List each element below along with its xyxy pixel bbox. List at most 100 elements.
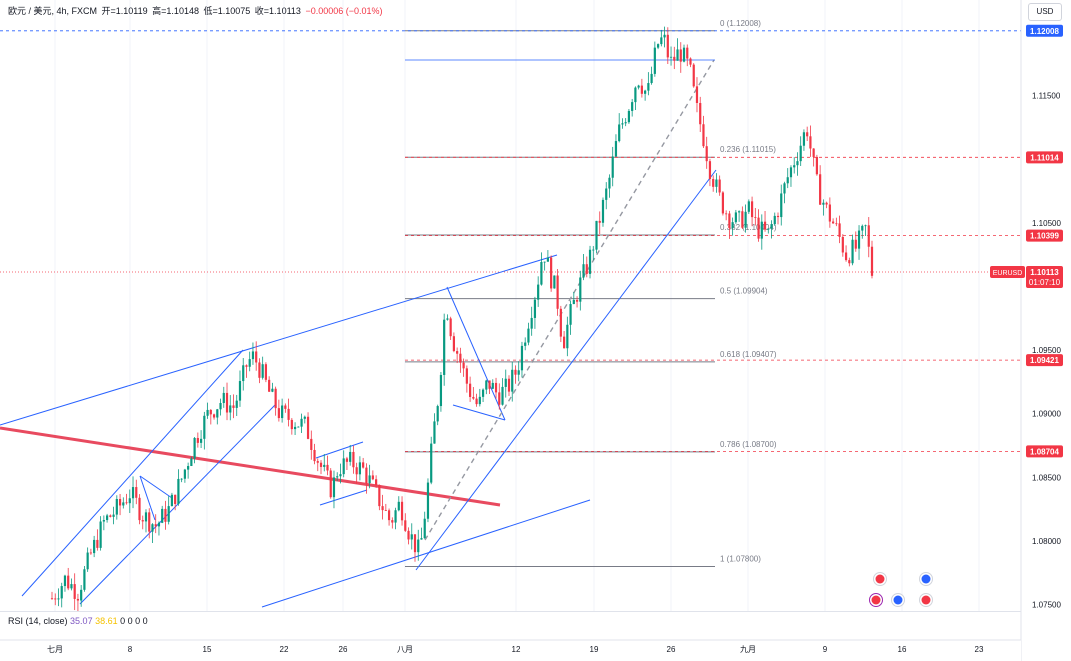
candle-body <box>504 378 507 387</box>
price-label-text: 1.12008 <box>1030 27 1059 36</box>
candle-body <box>329 470 332 498</box>
candle-body <box>456 351 459 354</box>
candle-body <box>57 598 60 600</box>
candle-body <box>161 508 164 523</box>
candle-body <box>494 382 498 393</box>
rising-channel-upper <box>21 349 244 597</box>
candle-body <box>870 246 874 276</box>
x-tick-label: 15 <box>203 645 212 654</box>
candle-body <box>443 319 446 375</box>
y-tick-label: 1.09000 <box>1032 410 1061 419</box>
candle-body <box>50 598 54 600</box>
candle-body <box>854 239 857 249</box>
candle-body <box>527 328 530 343</box>
candle-body <box>793 165 796 168</box>
rising-channel-lower <box>79 404 276 605</box>
y-tick-label: 1.08000 <box>1032 537 1061 546</box>
low-value: 低=1.10075 <box>203 6 251 16</box>
candle-body <box>258 362 261 378</box>
countdown-text: 01:07:10 <box>1029 278 1061 287</box>
candle-body <box>614 141 618 157</box>
event-flag-inner <box>921 595 931 605</box>
candle-body <box>293 426 297 430</box>
candle-body <box>520 345 524 371</box>
candle-body <box>465 368 468 384</box>
pane-divider[interactable] <box>0 611 1021 612</box>
candle-body <box>676 49 679 61</box>
event-flag-inner <box>893 595 903 605</box>
candle-body <box>806 132 809 137</box>
time-axis: 七月 8 15 22 26 八月 12 19 26 九月 9 16 23 <box>0 639 1021 661</box>
candle-body <box>144 512 148 522</box>
x-tick-label: 26 <box>667 645 676 654</box>
y-tick-label: 1.09500 <box>1032 346 1061 355</box>
candle-body <box>118 498 122 506</box>
candle-body <box>783 183 786 194</box>
candle-body <box>410 534 413 540</box>
candle-body <box>851 239 854 264</box>
candle-body <box>663 34 666 38</box>
candle-body <box>809 136 812 149</box>
candle-body <box>167 506 170 522</box>
candle-body <box>627 110 631 123</box>
candle-body <box>128 498 131 504</box>
candle-body <box>488 380 491 389</box>
candle-body <box>634 87 637 103</box>
price-label-badge <box>1026 151 1063 164</box>
candle-body <box>656 44 660 48</box>
currency-button[interactable]: USD <box>1028 3 1062 21</box>
candle-body <box>157 522 161 527</box>
candle-body <box>112 514 115 517</box>
candle-body <box>138 497 141 521</box>
event-flag-inner <box>875 574 885 584</box>
candle-body <box>109 515 112 517</box>
dashed-projection <box>424 59 715 541</box>
candle-body <box>582 264 585 278</box>
fib-level-label: 0.618 (1.09407) <box>720 350 777 359</box>
candle-body <box>485 380 488 390</box>
candle-body <box>744 211 747 228</box>
candle-body <box>371 475 374 480</box>
price-label-badge <box>1026 229 1063 242</box>
candle-body <box>131 487 135 499</box>
event-flag-inner <box>871 595 881 605</box>
candle-body <box>80 589 83 601</box>
candle-body <box>177 478 180 505</box>
candle-body <box>517 370 520 375</box>
candle-body <box>546 257 549 262</box>
candle-body <box>219 403 222 410</box>
candle-body <box>553 275 556 289</box>
candle-body <box>452 336 455 352</box>
candle-body <box>274 388 277 409</box>
fib-level-label: 0.786 (1.08700) <box>720 440 777 449</box>
candle-body <box>342 458 345 475</box>
rsi-legend[interactable]: RSI (14, close) 35.07 38.61 0 0 0 0 <box>8 616 148 626</box>
candle-body <box>579 277 582 302</box>
symbol-badge <box>990 266 1025 279</box>
candle-body <box>686 47 689 59</box>
price-label-text: 1.10399 <box>1030 232 1059 241</box>
x-tick-label: 23 <box>975 645 984 654</box>
candle-body <box>819 174 822 205</box>
candle-body <box>326 464 329 471</box>
x-tick-label: 8 <box>128 645 133 654</box>
candle-body <box>708 161 712 179</box>
candle-body <box>776 215 780 218</box>
candle-body <box>400 501 404 521</box>
candle-body <box>867 225 870 247</box>
candle-body <box>462 362 465 369</box>
candle-body <box>433 421 436 444</box>
candle-body <box>844 252 848 261</box>
symbol-name[interactable]: 欧元 / 美元, 4h, FXCM <box>8 6 98 16</box>
candle-body <box>822 202 825 205</box>
high-value: 高=1.10148 <box>152 6 199 16</box>
candle-body <box>76 598 80 601</box>
candle-body <box>203 415 206 439</box>
candle-body <box>721 192 725 214</box>
candle-body <box>212 414 216 418</box>
candle-body <box>718 179 721 193</box>
candle-body <box>644 90 647 94</box>
candle-body <box>391 520 394 523</box>
close-value: 收=1.10113 <box>254 6 301 16</box>
